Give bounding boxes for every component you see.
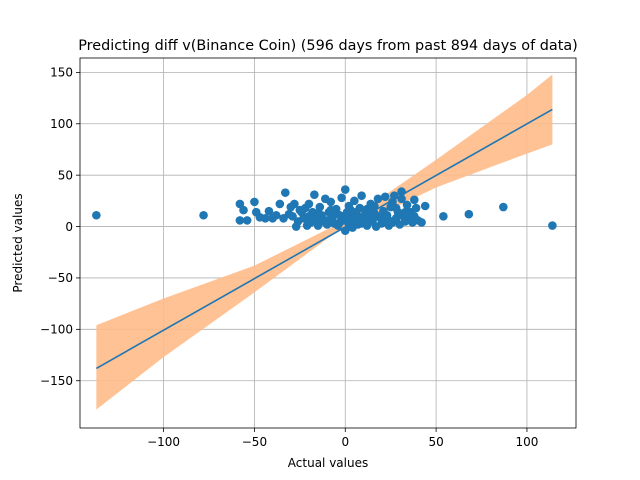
- x-axis-label: Actual values: [288, 456, 368, 470]
- scatter-point: [242, 216, 252, 225]
- scatter-point: [295, 205, 305, 215]
- scatter-point: [464, 209, 474, 219]
- scatter-point: [391, 203, 401, 213]
- chart-title: Predicting diff v(Binance Coin) (596 day…: [78, 38, 578, 54]
- y-tick-label: 50: [58, 168, 73, 182]
- scatter-point: [199, 210, 208, 220]
- data-points: [92, 185, 557, 235]
- scatter-point: [340, 185, 350, 194]
- y-tick-label: −100: [40, 323, 73, 337]
- scatter-point: [322, 216, 332, 225]
- y-axis-label: Predicted values: [11, 193, 25, 292]
- y-tick-label: 150: [50, 66, 73, 80]
- plot-frame: [79, 57, 577, 429]
- scatter-point: [288, 211, 297, 221]
- y-tick-label: 0: [65, 220, 73, 234]
- x-tick-label: 50: [428, 435, 443, 449]
- scatter-point: [326, 205, 336, 215]
- scatter-point: [286, 202, 296, 212]
- scatter-point: [499, 202, 508, 212]
- regression-line: [95, 108, 553, 370]
- scatter-point: [380, 192, 390, 202]
- scatter-point: [373, 194, 383, 204]
- x-tick-label: −100: [147, 435, 180, 449]
- scatter-point: [92, 210, 101, 220]
- scatter-point: [410, 195, 419, 205]
- confidence-band-layer: [96, 74, 553, 410]
- scatter-point: [310, 190, 319, 199]
- scatter-point: [264, 206, 274, 216]
- y-tick-label: −50: [48, 271, 73, 285]
- scatter-point: [239, 205, 248, 215]
- ticks: −100 −50 0 50 100 −150 −100 −50 0 50 100 150: [40, 66, 538, 449]
- confidence-band: [96, 74, 553, 410]
- scatter-point: [304, 199, 314, 209]
- scatter-point: [402, 200, 412, 210]
- scatter-point: [271, 210, 281, 220]
- scatter-point: [548, 221, 557, 230]
- y-tick-label: 100: [50, 117, 73, 131]
- scatter-point: [357, 219, 366, 228]
- scatter-point: [357, 191, 366, 201]
- scatter-point: [281, 188, 290, 197]
- x-tick-label: 0: [341, 435, 349, 449]
- scatter-point: [417, 218, 426, 227]
- scatter-point: [370, 201, 379, 211]
- scatter-point: [313, 208, 323, 218]
- scatter-point: [373, 211, 383, 221]
- x-tick-label: 100: [515, 435, 538, 449]
- scatter-point: [400, 207, 410, 217]
- y-tick-label: −150: [40, 374, 73, 388]
- scatter-point: [420, 201, 430, 211]
- scatter-point: [350, 196, 359, 206]
- scatter-point: [326, 197, 336, 207]
- scatter-point: [346, 205, 356, 215]
- scatter-point: [275, 199, 285, 209]
- scatter-point: [261, 214, 270, 223]
- scatter-point: [337, 193, 346, 203]
- scatter-point: [250, 197, 259, 207]
- scatter-point: [350, 213, 359, 222]
- scatter-point: [439, 211, 448, 221]
- scatter-point: [235, 216, 245, 225]
- scatter-point: [384, 216, 394, 225]
- scatter-point: [355, 203, 365, 213]
- fit-line-layer: [95, 108, 553, 370]
- scatter-point: [335, 218, 345, 227]
- scatter-point: [411, 203, 421, 213]
- x-tick-label: −50: [242, 435, 267, 449]
